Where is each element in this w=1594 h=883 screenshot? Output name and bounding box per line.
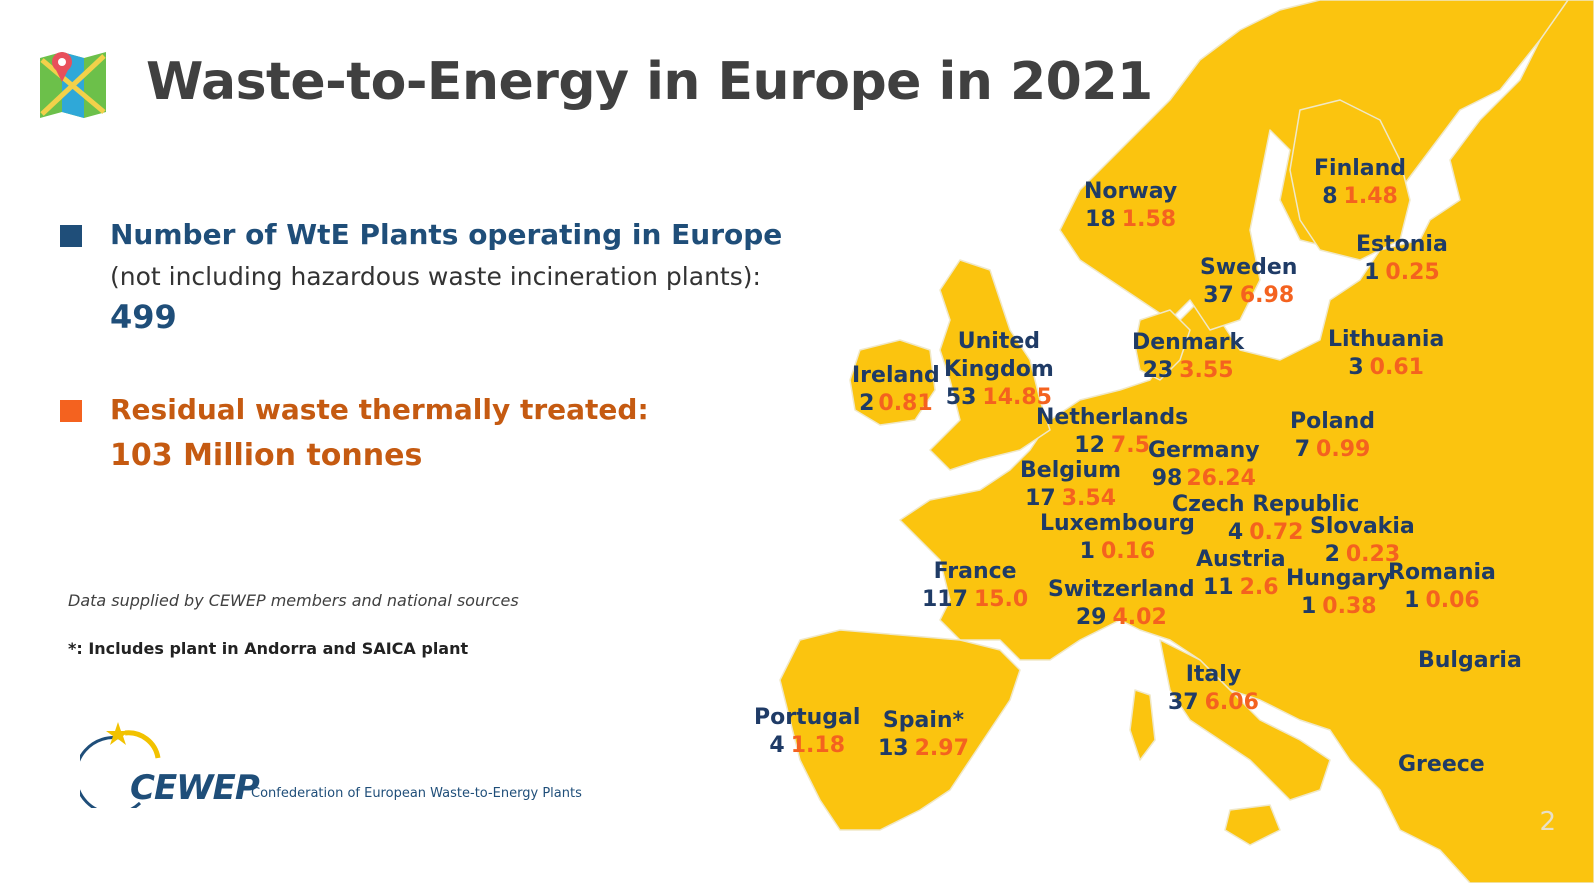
sicily-shape [1224, 804, 1281, 846]
map-pin-icon [40, 52, 106, 118]
uk-shape [929, 259, 1051, 471]
cewep-wordmark: CEWEP [130, 768, 260, 808]
residual-value: 103 Million tonnes [110, 438, 423, 473]
plants-subheading: (not including hazardous waste incinerat… [110, 262, 761, 291]
country-portugal: Portugal 4 1.18 [754, 705, 861, 758]
country-austria: Austria 11 2.6 [1196, 547, 1286, 600]
country-switzerland: Switzerland 29 4.02 [1048, 577, 1195, 630]
country-finland: Finland 8 1.48 [1314, 156, 1407, 209]
country-spain: Spain* 13 2.97 [878, 708, 969, 761]
denmark-shape [1134, 309, 1191, 381]
country-france: France 117 15.0 [922, 559, 1029, 612]
country-ireland: Ireland 2 0.81 [852, 363, 940, 416]
country-norway: Norway 18 1.58 [1084, 179, 1178, 232]
country-bulgaria: Bulgaria [1418, 648, 1522, 673]
country-poland: Poland 7 0.99 [1290, 409, 1376, 462]
country-sweden: Sweden 37 6.98 [1200, 255, 1298, 308]
country-romania: Romania 1 0.06 [1388, 560, 1496, 613]
cewep-logo-icon [80, 722, 161, 808]
country-estonia: Estonia 1 0.25 [1356, 232, 1448, 285]
iberia-shape [779, 629, 1021, 831]
ireland-shape [849, 339, 936, 426]
country-hungary: Hungary 1 0.38 [1286, 566, 1392, 619]
finland-shape [1289, 99, 1411, 261]
page-number: 2 [1539, 807, 1556, 837]
residual-heading: Residual waste thermally treated: [110, 393, 649, 426]
country-united-kingdom: United Kingdom 53 14.85 [944, 329, 1054, 410]
continent-shape [899, 0, 1594, 883]
italy-shape [1159, 639, 1331, 801]
country-greece: Greece [1398, 752, 1485, 777]
residual-bullet [60, 400, 82, 422]
country-lithuania: Lithuania 3 0.61 [1328, 327, 1445, 380]
country-netherlands: Netherlands 12 7.5 [1036, 405, 1189, 458]
cewep-tagline: Confederation of European Waste-to-Energ… [251, 786, 582, 801]
country-denmark: Denmark 23 3.55 [1132, 330, 1245, 383]
country-italy: Italy 37 6.06 [1168, 662, 1259, 715]
page-title: Waste-to-Energy in Europe in 2021 [146, 52, 1153, 112]
plants-heading: Number of WtE Plants operating in Europe [110, 218, 783, 251]
plants-value: 499 [110, 298, 177, 336]
country-slovakia: Slovakia 2 0.23 [1310, 514, 1415, 567]
plants-bullet [60, 225, 82, 247]
sardinia-shape [1129, 689, 1156, 761]
country-germany: Germany 98 26.24 [1148, 438, 1260, 491]
source-note: Data supplied by CEWEP members and natio… [68, 591, 519, 610]
country-czech-republic: Czech Republic 4 0.72 [1172, 492, 1360, 545]
country-belgium: Belgium 17 3.54 [1020, 458, 1122, 511]
footnote: *: Includes plant in Andorra and SAICA p… [68, 639, 469, 658]
country-luxembourg: Luxembourg 1 0.16 [1040, 511, 1195, 564]
